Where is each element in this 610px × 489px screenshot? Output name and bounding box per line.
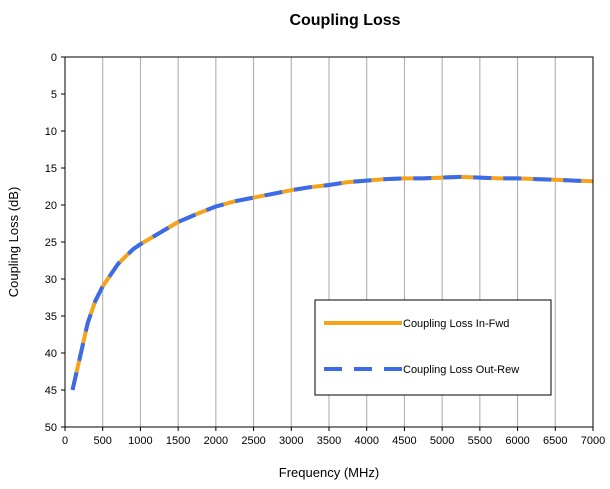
x-tick-label-7000: 7000 [581,435,605,447]
x-tick-label-1000: 1000 [128,435,152,447]
y-tick-label-25: 25 [45,237,57,249]
y-tick-label-45: 45 [45,385,57,397]
y-tick-label-20: 20 [45,200,57,212]
legend-label-in-fwd: Coupling Loss In-Fwd [403,318,509,330]
y-tick-label-15: 15 [45,163,57,175]
y-tick-label-50: 50 [45,422,57,434]
x-tick-label-0: 0 [62,435,68,447]
legend-box [314,299,552,396]
x-tick-label-5500: 5500 [468,435,492,447]
legend: Coupling Loss In-Fwd Coupling Loss Out-R… [314,299,552,396]
y-tick-label-0: 0 [51,52,57,64]
x-tick-label-500: 500 [94,435,112,447]
legend-label-out-rew: Coupling Loss Out-Rew [403,364,519,376]
series-line-out-rew [70,174,594,391]
chart-title: Coupling Loss [289,12,400,29]
x-tick-label-2500: 2500 [241,435,265,447]
x-axis-title: Frequency (MHz) [279,465,379,480]
y-tick-label-5: 5 [51,89,57,101]
series-lines [70,174,594,391]
x-tick-label-3500: 3500 [317,435,341,447]
x-tick-label-6000: 6000 [505,435,529,447]
y-axis-title: Coupling Loss (dB) [6,187,21,298]
x-tick-label-3000: 3000 [279,435,303,447]
y-tick-label-35: 35 [45,311,57,323]
x-tick-label-1500: 1500 [166,435,190,447]
x-tick-label-5000: 5000 [430,435,454,447]
y-tick-label-10: 10 [45,126,57,138]
x-axis-ticks: 0 500 1000 1500 2000 2500 3000 3500 4000 4500 5000… [62,427,605,447]
y-axis-ticks: 0 5 10 15 20 25 30 35 40 45 50 [45,52,65,434]
x-tick-label-2000: 2000 [204,435,228,447]
x-tick-label-4500: 4500 [392,435,416,447]
y-tick-label-40: 40 [45,348,57,360]
y-tick-label-30: 30 [45,274,57,286]
x-tick-label-6500: 6500 [543,435,567,447]
x-tick-label-4000: 4000 [354,435,378,447]
